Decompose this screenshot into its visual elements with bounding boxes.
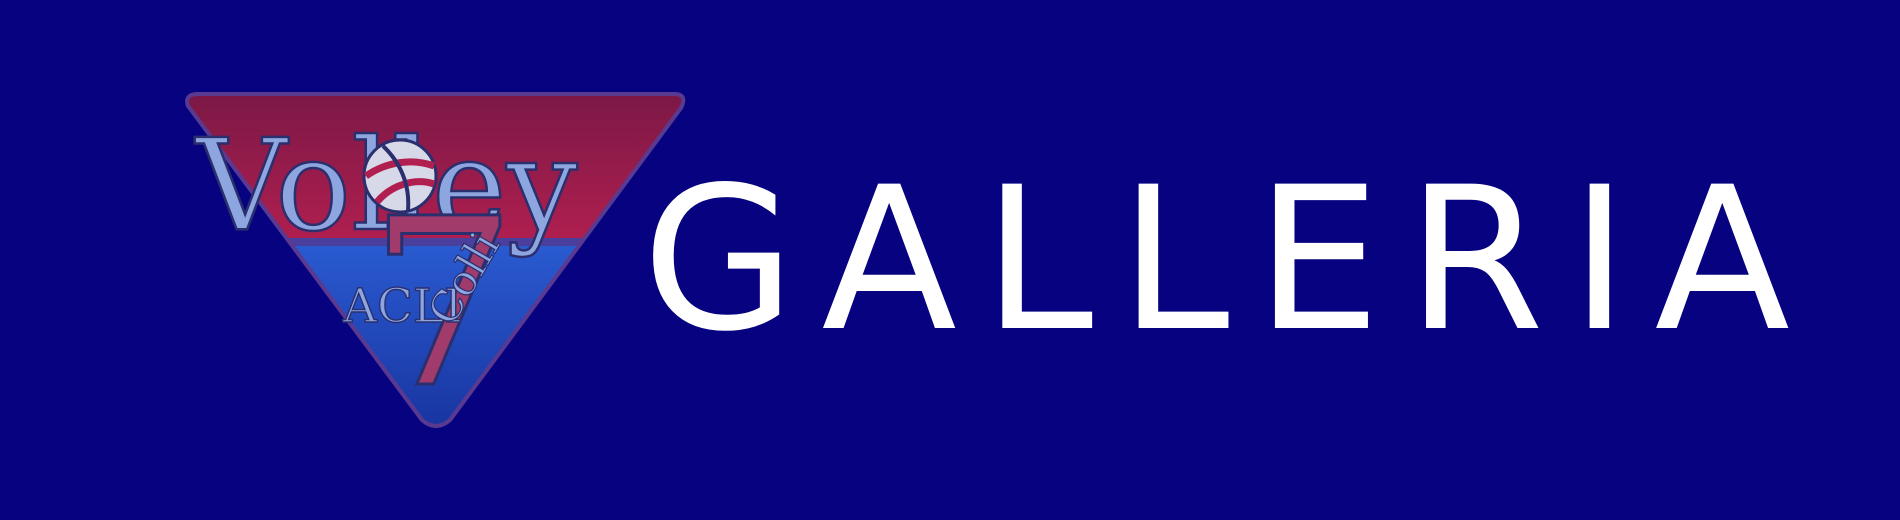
- logo-left-text: ACLI: [342, 279, 463, 334]
- volleyball-icon: [362, 138, 438, 214]
- volley-logo-graphic: Volley 7 ACLI Colli: [185, 92, 686, 432]
- volley-logo: Volley 7 ACLI Colli: [176, 92, 696, 432]
- logo-word: Volley: [194, 112, 578, 259]
- page-title: GALLERIA: [642, 144, 1817, 375]
